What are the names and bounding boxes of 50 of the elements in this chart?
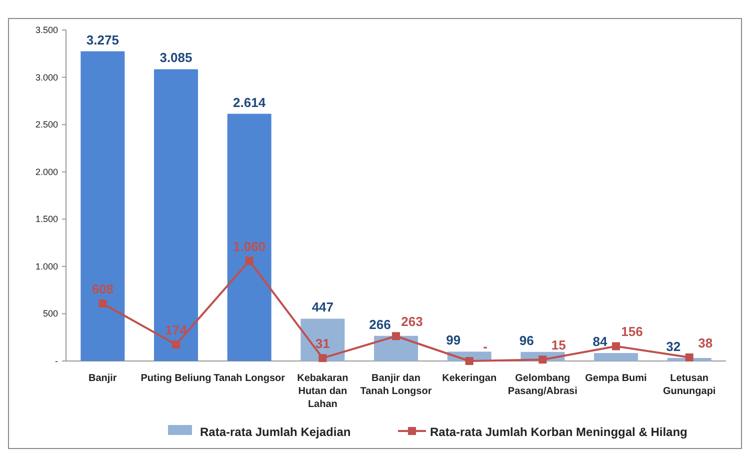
data-label: 32 — [666, 338, 681, 354]
y-tick-label: 3.500 — [35, 25, 58, 35]
data-label: 156 — [621, 324, 643, 340]
legend-label: Rata-rata Jumlah Kejadian — [200, 425, 351, 439]
x-tick-label: Banjir — [88, 373, 117, 384]
data-label: 2.614 — [233, 94, 266, 110]
x-tick-label: Kekeringan — [442, 373, 497, 384]
y-tick-label: 1.000 — [35, 261, 58, 272]
x-tick-label: Letusan Gunungapi — [662, 373, 716, 397]
data-label: 1.060 — [233, 238, 266, 254]
x-tick-label: Gelombang Pasang/Abrasi — [508, 373, 578, 397]
data-label: - — [483, 339, 488, 354]
point — [465, 357, 474, 365]
point — [98, 300, 107, 308]
data-label: 84 — [592, 334, 608, 350]
data-label: 608 — [92, 282, 114, 296]
data-label: 263 — [401, 314, 423, 330]
data-label: 3.085 — [160, 50, 192, 66]
point — [172, 340, 180, 349]
x-tick-label: Puting Beliung — [140, 373, 212, 384]
y-tick-label: 2.000 — [35, 166, 58, 177]
data-label: 99 — [446, 332, 461, 348]
data-label: 3.275 — [86, 32, 119, 48]
point — [538, 356, 547, 364]
y-tick-label: - — [55, 356, 58, 366]
x-tick-label: Gempa Bumi — [585, 373, 648, 384]
y-tick-label: 1.500 — [35, 214, 58, 224]
data-label: 96 — [519, 332, 534, 348]
bar — [227, 114, 272, 361]
data-label: 447 — [312, 300, 334, 315]
point — [392, 332, 400, 340]
data-label: 174 — [165, 322, 188, 338]
data-label: 15 — [551, 338, 566, 353]
data-label: 31 — [315, 336, 330, 352]
bar — [80, 51, 125, 361]
point — [685, 353, 694, 362]
legend-label: Rata-rata Jumlah Korban Meninggal & Hilang — [430, 425, 688, 439]
point — [245, 256, 254, 265]
x-tick-label: Tanah Longsor — [214, 373, 286, 384]
y-tick-label: 500 — [42, 308, 58, 319]
y-tick-label: 2.500 — [35, 120, 58, 130]
data-label: 38 — [698, 335, 713, 350]
bar — [154, 69, 198, 361]
data-label: 266 — [369, 316, 391, 332]
y-tick-label: 3.000 — [35, 72, 58, 82]
point — [612, 342, 620, 350]
x-tick-label: Kebakaran Hutan dan Lahan — [297, 373, 348, 410]
x-tick-label: Banjir dan Tanah Longsor — [360, 373, 432, 397]
point — [318, 354, 327, 362]
bar — [594, 353, 638, 361]
